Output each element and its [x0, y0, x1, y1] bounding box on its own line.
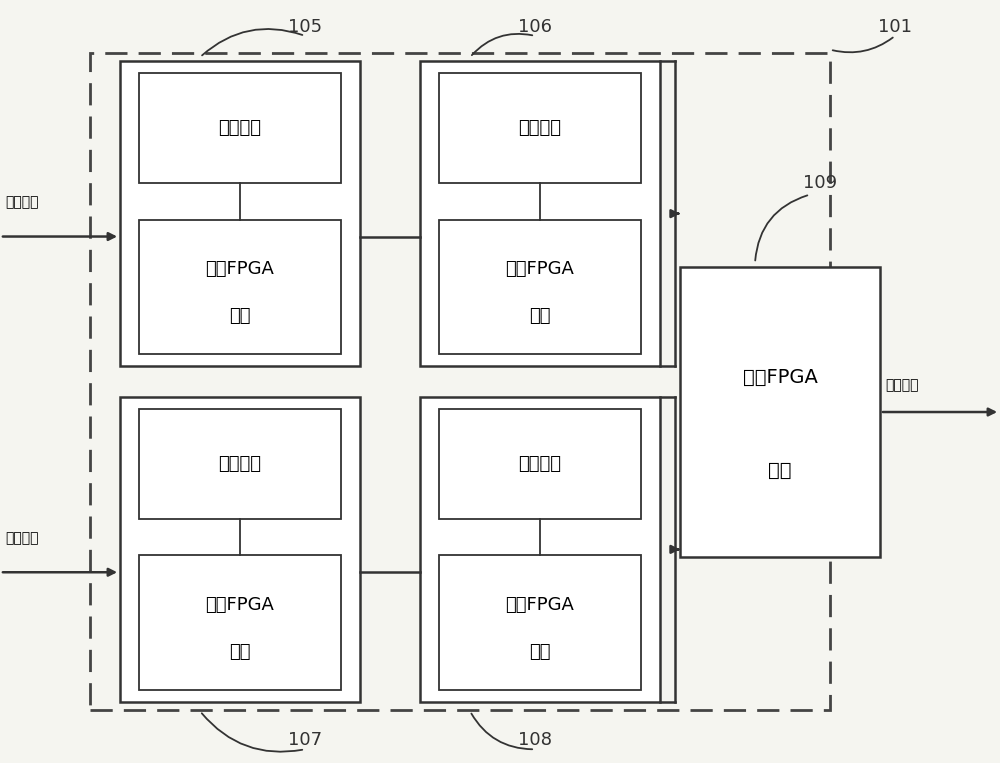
Bar — [139, 220, 341, 354]
Bar — [439, 220, 641, 354]
Bar — [420, 397, 660, 702]
Bar — [139, 555, 341, 690]
Text: 单元: 单元 — [229, 643, 251, 662]
Text: 第一FPGA: 第一FPGA — [506, 596, 574, 614]
Text: 第一FPGA: 第一FPGA — [206, 260, 274, 278]
Bar — [139, 409, 341, 519]
Text: 存储单元: 存储单元 — [218, 119, 262, 137]
Text: 数据输入: 数据输入 — [5, 195, 38, 209]
Text: 单元: 单元 — [229, 307, 251, 326]
Text: 单元: 单元 — [529, 643, 551, 662]
Text: 108: 108 — [518, 731, 552, 749]
Bar — [139, 73, 341, 183]
Bar — [439, 409, 641, 519]
Text: 数据输出: 数据输出 — [885, 378, 918, 392]
Text: 单元: 单元 — [529, 307, 551, 326]
Text: 数据输入: 数据输入 — [5, 531, 38, 545]
Text: 存储单元: 存储单元 — [218, 455, 262, 473]
Bar — [120, 61, 360, 366]
Bar — [90, 53, 830, 710]
Bar — [120, 397, 360, 702]
Text: 单元: 单元 — [768, 461, 792, 479]
Text: 106: 106 — [518, 18, 552, 36]
Bar — [420, 61, 660, 366]
Text: 第一FPGA: 第一FPGA — [506, 260, 574, 278]
Text: 存储单元: 存储单元 — [518, 455, 562, 473]
Text: 101: 101 — [878, 18, 912, 36]
Bar — [680, 267, 880, 557]
Text: 107: 107 — [288, 731, 322, 749]
Text: 第二FPGA: 第二FPGA — [743, 368, 817, 387]
Text: 存储单元: 存储单元 — [518, 119, 562, 137]
Text: 第一FPGA: 第一FPGA — [206, 596, 274, 614]
Text: 105: 105 — [288, 18, 322, 36]
Text: 109: 109 — [803, 174, 837, 192]
Bar — [439, 73, 641, 183]
Bar — [439, 555, 641, 690]
